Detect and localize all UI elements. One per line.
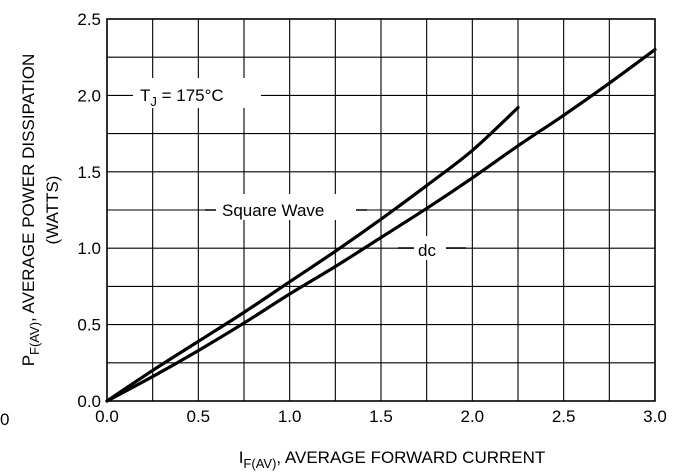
grid (107, 19, 655, 401)
tick-labels: 0.0 0.5 1.0 1.5 2.0 2.5 3.0 0.0 0.5 1.0 1.5 2.0 2.5 (77, 10, 666, 426)
x-tick-label: 0.5 (187, 407, 211, 426)
plot-frame (106, 18, 656, 402)
y-tick-label: 2.5 (77, 10, 101, 29)
square-wave-series-line (105, 106, 520, 403)
x-tick-label: 0.0 (95, 407, 119, 426)
x-tick-label: 1.0 (278, 407, 302, 426)
y-tick-label: 1.0 (77, 239, 101, 258)
y-tick-label: 2.0 (77, 86, 101, 105)
y-axis-title-prefix: P (19, 355, 38, 366)
y-axis-title-group: PF(AV), AVERAGE POWER DISSIPATION (WATTS… (19, 54, 62, 367)
y-tick-label: 0.5 (77, 316, 101, 335)
y-tick-label: 1.5 (77, 163, 101, 182)
dc-label-bg (414, 236, 446, 260)
tj-rest: = 175°C (157, 86, 224, 105)
square-wave-label: Square Wave (222, 201, 324, 220)
series-lines (105, 47, 657, 403)
x-tick-label: 2.5 (552, 407, 576, 426)
y-axis-title-line2: (WATTS) (43, 176, 62, 245)
tj-label-bg (133, 78, 261, 108)
tj-subscript: J (150, 94, 157, 109)
x-tick-label: 2.0 (461, 407, 485, 426)
tj-prefix: T (140, 86, 150, 105)
y-axis-title-rest: , AVERAGE POWER DISSIPATION (19, 54, 38, 322)
x-tick-label: 1.5 (369, 407, 393, 426)
dc-label: dc (418, 241, 436, 260)
x-axis-title-subscript: F(AV) (243, 456, 276, 471)
x-axis-title-rest: , AVERAGE FORWARD CURRENT (276, 448, 545, 467)
x-axis-title: IF(AV), AVERAGE FORWARD CURRENT (239, 448, 546, 471)
y-axis-title-subscript: F(AV) (27, 322, 42, 355)
dc-series-line (105, 47, 657, 403)
x-tick-label: 3.0 (643, 407, 667, 426)
square-wave-label-bg (216, 194, 356, 220)
y-tick-label: 0.0 (77, 392, 101, 411)
stray-zero-label: 0 (0, 410, 9, 429)
tj-annotation: TJ = 175°C (140, 86, 224, 109)
x-axis-title-prefix: I (239, 448, 244, 467)
y-axis-title-line1: PF(AV), AVERAGE POWER DISSIPATION (19, 54, 42, 367)
